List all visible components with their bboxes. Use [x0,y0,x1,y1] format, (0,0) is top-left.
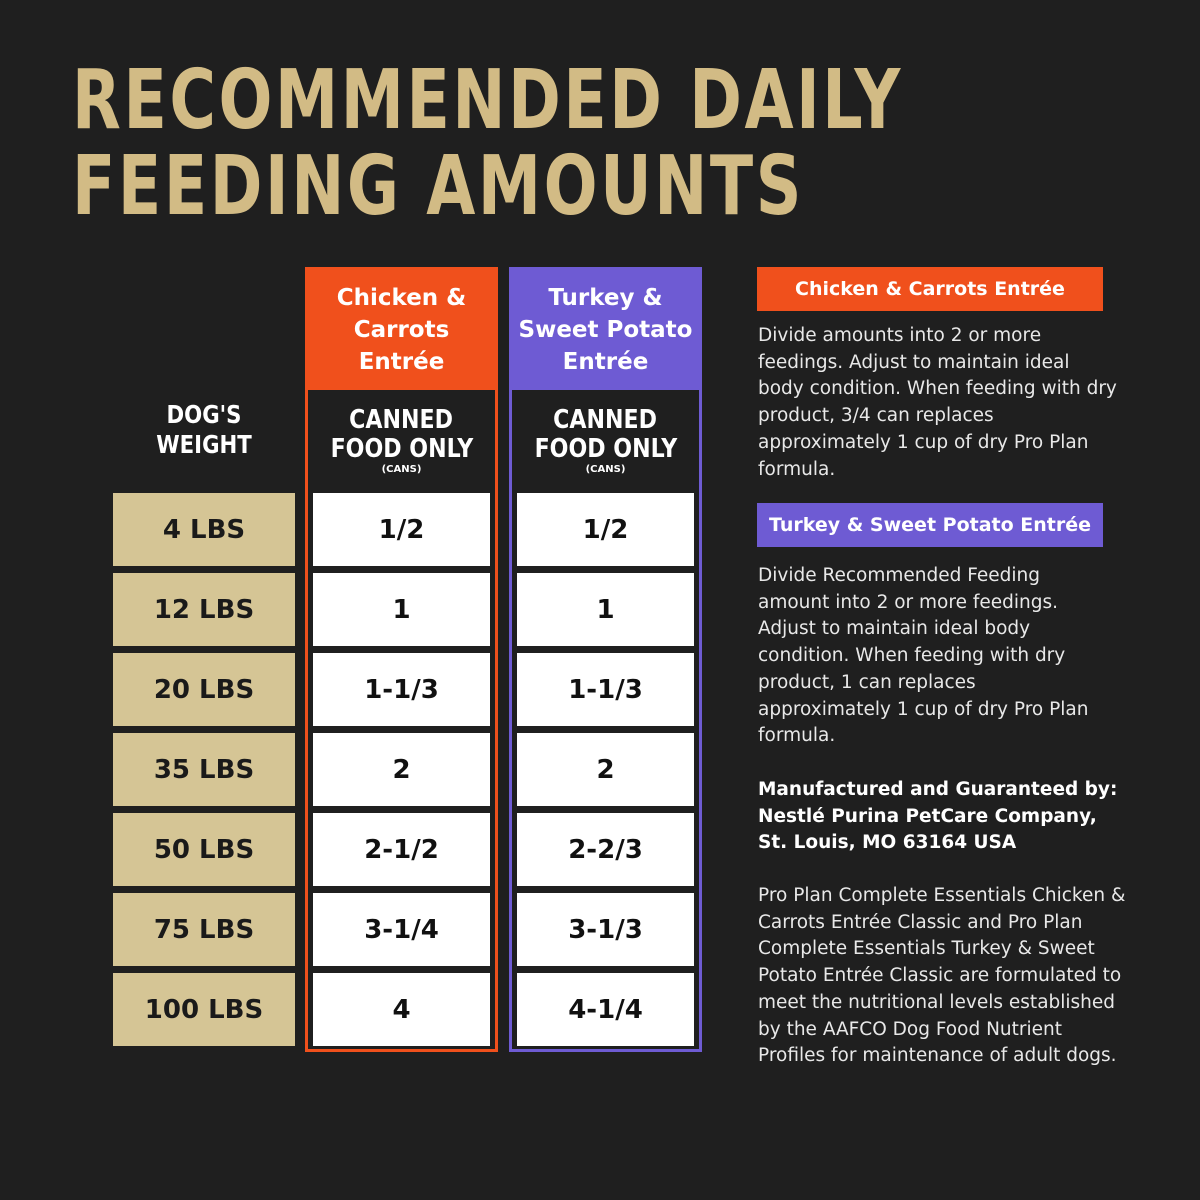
amount-cell: 1/2 [313,493,490,566]
amount-cell: 2-1/2 [313,813,490,886]
column-name-line: Sweet Potato [518,317,693,343]
weight-header-line-1: DOG'S [166,400,242,429]
amount-cell: 2-2/3 [517,813,694,886]
weight-cell: 35 LBS [113,733,295,806]
weight-cell: 100 LBS [113,973,295,1046]
weight-cell: 12 LBS [113,573,295,646]
turkey-note-label: Turkey & Sweet Potato Entrée [757,503,1103,547]
amount-cell: 1-1/3 [313,653,490,726]
weight-header-line-2: WEIGHT [156,430,252,459]
chicken-column-header: Chicken & Carrots Entrée [308,270,495,390]
aafco-statement: Pro Plan Complete Essentials Chicken & C… [758,885,1126,1067]
column-name-line: Turkey & [548,285,663,311]
amount-cell: 3-1/3 [517,893,694,966]
turkey-column-header: Turkey & Sweet Potato Entrée [512,270,699,390]
column-name-line: Entrée [562,349,649,375]
amount-cell: 2 [517,733,694,806]
sub-line-2: FOOD ONLY [534,433,677,464]
amount-cell: 2 [313,733,490,806]
amount-cell: 1-1/3 [517,653,694,726]
sub-line-1: CANNED [349,404,454,435]
amount-cell: 4-1/4 [517,973,694,1046]
turkey-column: Turkey & Sweet Potato Entrée CANNED FOOD O… [509,267,702,1052]
title-line-1: RECOMMENDED DAILY [72,53,903,148]
canned-food-only-header: CANNED FOOD ONLY (CANS) [512,390,699,490]
weight-cell: 50 LBS [113,813,295,886]
canned-food-only-header: CANNED FOOD ONLY (CANS) [308,390,495,490]
chicken-column: Chicken & Carrots Entrée CANNED FOOD ONLY … [305,267,498,1052]
column-name-line: Carrots [353,317,450,343]
manufacturer-text: Manufactured and Guaranteed by: Nestlé P… [758,779,1118,854]
amount-cell: 3-1/4 [313,893,490,966]
page-title: RECOMMENDED DAILY FEEDING AMOUNTS [72,58,903,230]
cans-unit: (CANS) [381,463,422,475]
chicken-note-label: Chicken & Carrots Entrée [757,267,1103,311]
weight-cell: 75 LBS [113,893,295,966]
weight-header: DOG'S WEIGHT [127,400,282,460]
amount-cell: 1 [313,573,490,646]
weight-cell: 20 LBS [113,653,295,726]
sub-line-1: CANNED [553,404,658,435]
title-line-2: FEEDING AMOUNTS [72,139,805,234]
amount-cell: 1 [517,573,694,646]
amount-cell: 4 [313,973,490,1046]
turkey-note-text: Divide Recommended Feeding amount into 2… [758,565,1089,747]
weight-cell: 4 LBS [113,493,295,566]
cans-unit: (CANS) [585,463,626,475]
sub-line-2: FOOD ONLY [330,433,473,464]
chicken-note-text: Divide amounts into 2 or more feedings. … [758,325,1117,480]
column-name-line: Entrée [358,349,445,375]
column-name-line: Chicken & [336,285,467,311]
amount-cell: 1/2 [517,493,694,566]
